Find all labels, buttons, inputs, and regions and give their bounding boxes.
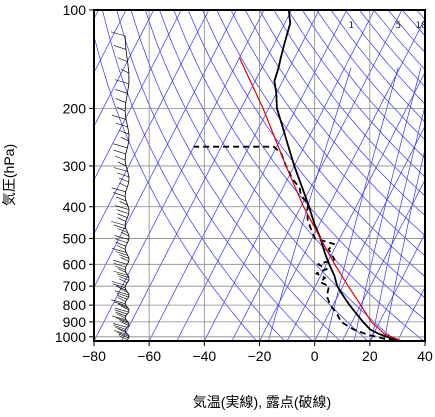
y-tick-label: 700: [63, 278, 87, 294]
dry-adiabat: [288, 10, 435, 341]
wind-barb: [115, 156, 125, 160]
grid-lines: [94, 10, 425, 341]
wind-barb: [118, 162, 126, 166]
y-tick-label: 800: [63, 297, 87, 313]
wind-barb: [117, 107, 125, 111]
wind-barb: [113, 144, 127, 148]
x-tick-label: −20: [248, 348, 272, 364]
wind-barb: [117, 245, 125, 249]
y-axis-label: 気圧(hPa): [1, 144, 17, 206]
wind-barb: [112, 188, 126, 192]
isotherm-line: [11, 10, 181, 341]
mixing-ratio-label: 5: [396, 21, 401, 31]
isotherm-line: [425, 10, 435, 341]
y-tick-label: 400: [63, 199, 87, 215]
dry-adiabat: [217, 10, 435, 341]
wind-barb: [116, 99, 126, 103]
wind-barb: [115, 89, 127, 93]
wind-profile: [111, 32, 129, 340]
y-tick-label: 100: [63, 2, 87, 18]
y-tick-label: 500: [63, 230, 87, 246]
wind-barb: [116, 286, 126, 290]
wind-barb: [114, 263, 126, 267]
wind-barb: [117, 214, 127, 218]
wind-barb: [118, 218, 126, 222]
dry-adiabat: [188, 10, 435, 341]
isotherm-line: [149, 10, 319, 341]
x-axis-label: 気温(実線), 露点(破線): [193, 394, 331, 410]
dry-adiabat: [331, 10, 435, 341]
y-tick-label: 300: [63, 158, 87, 174]
mixing-ratio-label: 1: [348, 21, 353, 31]
parcel-line: [240, 58, 401, 341]
y-tick-label: 900: [63, 314, 87, 330]
axes: −80 −60 −40 −20 0 20 40 100 200 300 400 500 600 700 80…: [55, 2, 433, 364]
wind-barb: [115, 310, 127, 314]
wind-barb: [114, 167, 128, 171]
x-tick-label: −80: [82, 348, 106, 364]
dry-adiabat: [260, 10, 435, 341]
wind-barb: [112, 316, 126, 320]
wind-barb: [118, 58, 128, 62]
wind-barb: [117, 173, 129, 177]
isotherm-line: [287, 10, 435, 341]
wind-barb: [116, 197, 126, 201]
wind-barb: [119, 336, 127, 340]
wind-barb: [115, 236, 129, 240]
wind-barb: [114, 150, 126, 154]
wind-barb: [117, 293, 129, 297]
x-tick-label: −40: [192, 348, 216, 364]
x-tick-label: 0: [311, 348, 319, 364]
x-tick-label: 40: [417, 348, 433, 364]
wind-barb: [119, 178, 129, 182]
wind-barb: [119, 183, 127, 187]
wind-barb: [113, 192, 125, 196]
y-tick-label: 200: [63, 100, 87, 116]
wind-barb: [114, 45, 126, 49]
x-tick-label: −60: [137, 348, 161, 364]
dry-adiabat: [117, 10, 313, 341]
y-tick-label: 1000: [55, 329, 86, 345]
wind-barb: [114, 225, 126, 229]
dry-adiabat: [345, 10, 435, 341]
wind-barb: [119, 130, 129, 134]
mixing-ratio-label: 15: [429, 21, 435, 31]
y-tick-label: 600: [63, 256, 87, 272]
wind-barb: [111, 221, 125, 225]
dry-adiabat: [131, 10, 340, 341]
wind-barb: [115, 206, 129, 210]
temperature-line: [274, 10, 397, 340]
wind-barb: [117, 210, 129, 214]
isotherm-line: [342, 10, 435, 341]
dry-adiabat: [88, 10, 257, 341]
x-tick-label: 20: [362, 348, 378, 364]
